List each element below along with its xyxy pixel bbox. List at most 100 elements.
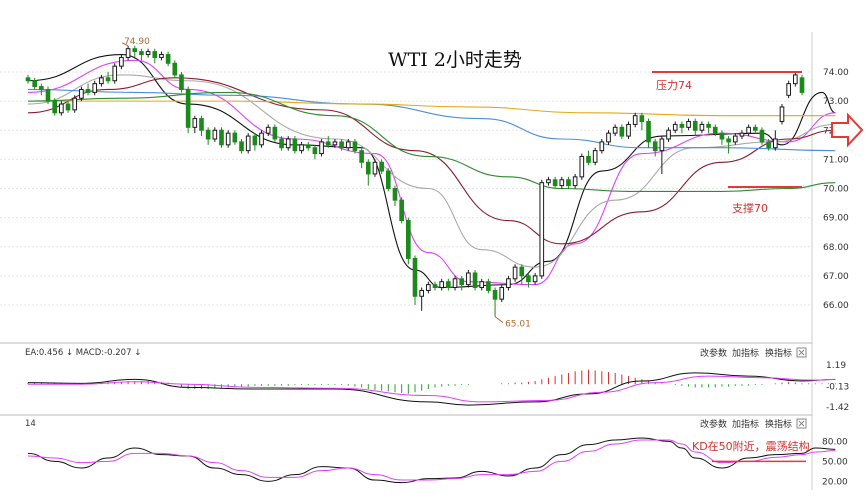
candle [519,264,525,285]
candle-body [112,65,118,82]
moving-average-line [28,100,836,117]
candle [319,138,324,157]
candle [672,121,678,134]
candle-body [339,141,344,149]
candle [619,124,625,139]
macd-tick-label: -1.42 [826,403,849,413]
candle [566,176,571,189]
macd-close-icon[interactable] [796,347,807,358]
candle [599,138,605,154]
candle-body [719,132,725,140]
candle [626,121,631,139]
macd-control-2[interactable]: 换指标 [765,347,792,359]
candle-body [85,88,91,93]
candle-body [72,97,78,111]
macd-control-0[interactable]: 改参数 [700,347,727,359]
candle-body [646,121,651,143]
candle [752,124,758,134]
candle-body [406,220,411,259]
candle [679,121,685,134]
candle [365,159,371,186]
candle-body [172,62,178,76]
candle-body [432,284,438,289]
candle-body [245,135,251,152]
candle [452,275,458,291]
candle [692,118,698,137]
candle [479,278,485,291]
macd-legend: EA:0.456 ↓ MACD:-0.207 ↓ [25,348,141,358]
candle [32,77,37,90]
candle [699,121,705,134]
candle [739,130,745,139]
candle-body [59,103,64,114]
kdj-control-0[interactable]: 改参数 [700,418,727,430]
candle [345,138,351,151]
candle-body [119,56,124,67]
candle-body [506,278,511,289]
kdj-axis-ticks: 80.00 50.00 20.00 [822,437,848,487]
candle [772,130,778,151]
candle-body [652,141,658,152]
candle [426,281,431,294]
macd-tick-label: 1.19 [826,361,846,371]
candle-body [492,289,498,300]
candle-body [526,275,531,283]
kdj-tick-label: 80.00 [822,437,848,447]
candle-body [546,179,551,184]
candle-body [252,135,258,146]
candle [466,270,471,288]
candle-body [486,281,491,291]
candle-body [379,161,384,172]
candle [472,270,478,291]
candle-body [459,278,465,286]
high-label: 74.90 [124,37,150,47]
candle [666,127,671,142]
candle-body [312,147,318,155]
candle [105,72,111,84]
candle-body [212,129,218,140]
candle [325,136,331,148]
candle [265,124,271,137]
candle-body [65,103,71,111]
price-tick-label: 73.00 [823,97,849,107]
price-tick-label: 68.00 [823,243,849,253]
candle [312,144,318,160]
candle-body [699,123,705,131]
candle-body [626,123,631,137]
candle [192,115,198,134]
candle-body [566,179,571,187]
candle [299,141,304,154]
kdj-control-2[interactable]: 换指标 [765,418,792,430]
moving-average-line [27,88,836,152]
candle-body [532,275,538,283]
macd-control-1[interactable]: 加指标 [732,347,759,359]
candle-body [392,188,398,201]
candle [526,272,531,288]
candle [712,124,718,137]
candle [219,127,224,148]
candle [239,138,244,154]
right-arrow-icon [831,112,864,148]
candle [646,118,651,148]
high-annotation: 74.90 [121,37,150,47]
kdj-tick-label: 50.00 [822,457,848,467]
candle-body [666,129,671,140]
candle-body [686,121,691,128]
candle-body [105,77,111,82]
candle-body [426,284,431,291]
candle-body [512,266,518,280]
candle-body [159,54,164,58]
candle-body [659,138,665,152]
candle [59,101,64,116]
candlesticks [25,45,805,317]
candle [385,168,391,192]
kdj-control-1[interactable]: 加指标 [732,418,759,430]
kdj-close-icon[interactable] [796,418,807,429]
candle [652,138,658,157]
price-tick-label: 67.00 [823,272,849,282]
candle [766,138,771,151]
candle-body [272,126,278,140]
candle [446,278,451,291]
candle-body [292,138,298,152]
